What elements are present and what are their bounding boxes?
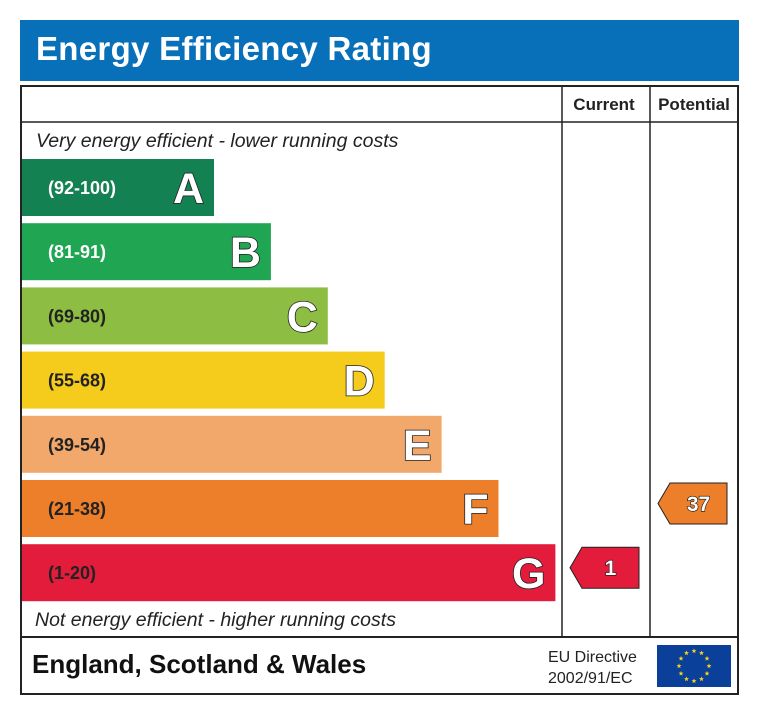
band-b-range: (81-91) [48,242,106,262]
eu-flag-star [704,655,710,661]
directive-line-1: EU Directive [548,649,637,666]
eu-flag-icon [657,645,731,687]
band-d-letter: D [344,358,375,406]
band-c-bar [22,287,328,345]
band-b-bar [22,223,271,281]
title-bar: Energy Efficiency Rating [20,20,739,81]
band-f-letter: F [462,486,488,534]
band-g-range: (1-20) [48,563,96,583]
current-rating-value: 1 [605,557,617,580]
bottom-note: Not energy efficient - higher running co… [35,609,396,631]
band-d-range: (55-68) [48,371,106,391]
eu-flag-star [691,678,697,684]
eu-flag-star [699,650,704,656]
band-e-range: (39-54) [48,435,106,455]
potential-rating-arrow [657,482,728,525]
eu-flag-star [684,650,689,656]
band-d-bar [22,351,385,409]
eu-flag-star [676,663,682,669]
band-b-letter: B [230,229,261,277]
top-note: Very energy efficient - lower running co… [36,130,399,152]
chart-frame [20,85,739,695]
eu-flag-star [684,676,689,682]
band-f-bar [22,480,499,537]
band-a-range: (92-100) [48,178,116,198]
current-column-header: Current [573,95,635,114]
band-a-bar [22,159,214,216]
eu-flag-star [699,676,704,682]
band-e-bar [22,415,442,473]
band-a-letter: A [173,165,204,213]
eu-flag-star [678,670,684,676]
potential-column-header: Potential [658,95,730,114]
current-rating-arrow [569,546,640,589]
eu-flag-star [704,670,710,676]
eu-flag-star [678,655,684,661]
band-c-range: (69-80) [48,306,106,326]
chart-title: Energy Efficiency Rating [36,30,432,67]
rating-bands: (92-100) A (81-91) B (69-80) C (55-68) D (39-54)… [22,159,556,602]
band-e-letter: E [403,422,432,470]
footer-region: England, Scotland & Wales [32,649,366,679]
rating-markers: 1 37 [569,482,728,589]
band-f-range: (21-38) [48,499,106,519]
directive-line-2: 2002/91/EC [548,670,633,687]
potential-rating-value: 37 [687,493,710,516]
band-c-letter: C [287,293,318,341]
eu-flag-star [706,663,712,669]
band-g-letter: G [512,550,545,598]
eu-flag-star [691,648,697,654]
band-g-bar [22,544,556,602]
